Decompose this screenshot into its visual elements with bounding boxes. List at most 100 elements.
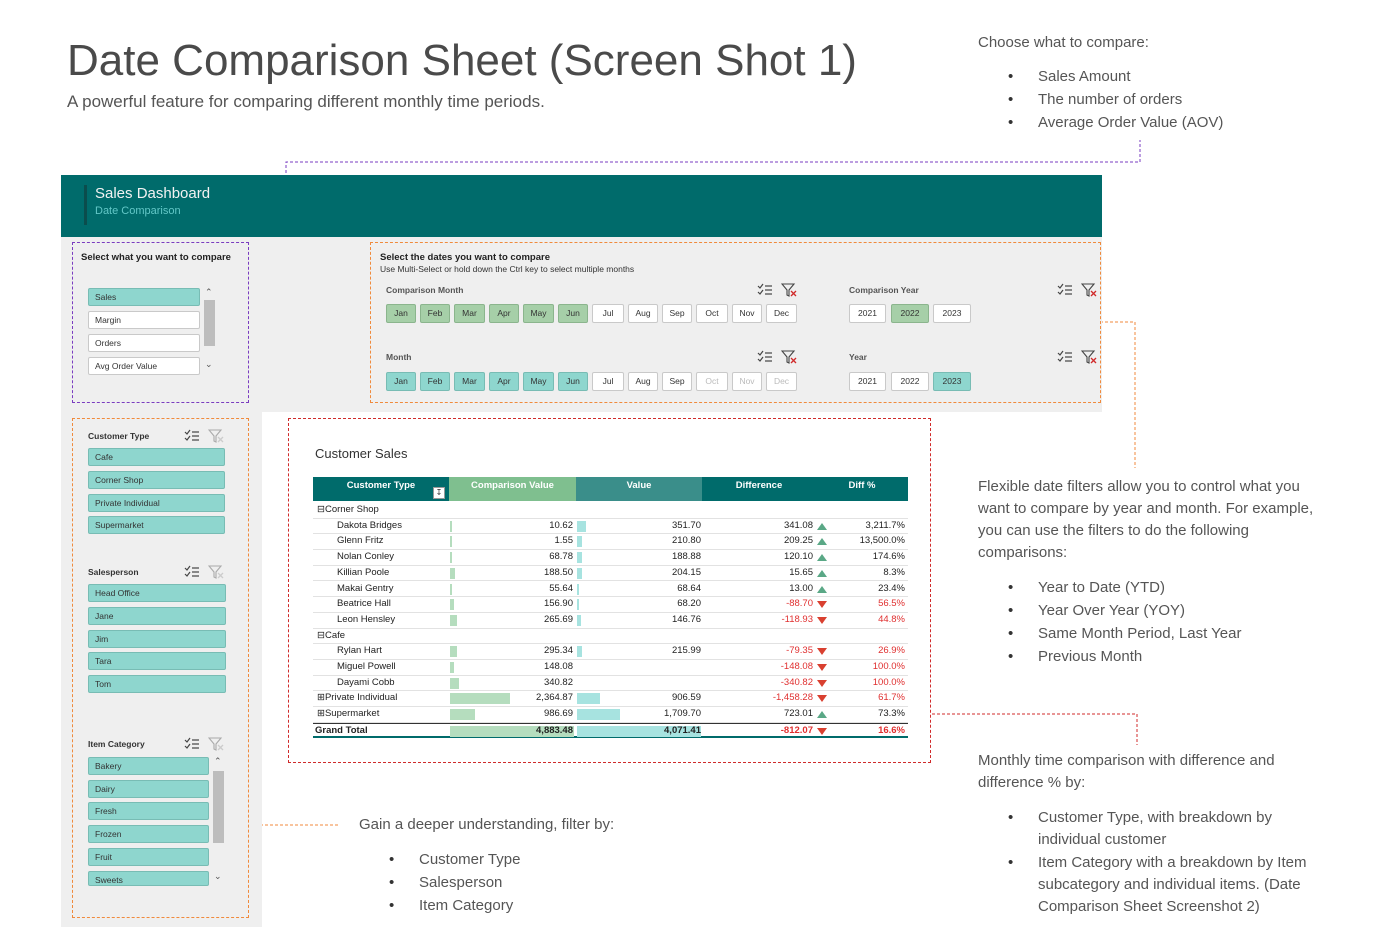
comparison-year-2022[interactable]: 2022: [891, 304, 929, 323]
customer-type-corner-shop[interactable]: Corner Shop: [88, 471, 225, 489]
customer-type-supermarket[interactable]: Supermarket: [88, 516, 225, 534]
item-category-sweets[interactable]: Sweets: [88, 871, 209, 886]
table-row[interactable]: ⊞Private Individual 2,364.87 906.59 -1,458.…: [313, 691, 908, 708]
multi-select-icon[interactable]: [1057, 283, 1073, 297]
item-category-dairy[interactable]: Dairy: [88, 780, 209, 798]
month-jan[interactable]: Jan: [386, 372, 416, 391]
row-label[interactable]: ⊞Private Individual: [317, 692, 398, 704]
month-sep[interactable]: Sep: [662, 372, 692, 391]
salesperson-head-office[interactable]: Head Office: [88, 584, 226, 602]
multi-select-icon[interactable]: [757, 283, 773, 297]
value-cell: 210.80: [671, 535, 701, 547]
month-aug[interactable]: Aug: [628, 372, 658, 391]
month-mar[interactable]: Mar: [454, 372, 485, 391]
comparison-month-apr[interactable]: Apr: [489, 304, 519, 323]
multi-select-icon[interactable]: [184, 429, 200, 443]
table-row[interactable]: Nolan Conley 68.78 188.88 120.10 174.6%: [313, 550, 908, 566]
table-row[interactable]: Rylan Hart 295.34 215.99 -79.35 26.9%: [313, 644, 908, 660]
month-dec[interactable]: Dec: [766, 372, 797, 391]
table-row[interactable]: Dayami Cobb 340.82 -340.82 100.0%: [313, 676, 908, 692]
customer-type-label: Customer Type: [88, 431, 150, 441]
year-2021[interactable]: 2021: [849, 372, 886, 391]
column-header[interactable]: Diff %: [848, 480, 876, 491]
comparison-month-mar[interactable]: Mar: [454, 304, 485, 323]
table-row[interactable]: ⊟Corner Shop: [313, 503, 908, 519]
clear-filter-icon[interactable]: [781, 350, 797, 364]
item-category-bakery[interactable]: Bakery: [88, 757, 209, 775]
month-oct[interactable]: Oct: [696, 372, 728, 391]
comparison-month-sep[interactable]: Sep: [662, 304, 692, 323]
month-apr[interactable]: Apr: [489, 372, 519, 391]
clear-filter-icon[interactable]: [208, 737, 224, 751]
column-header[interactable]: Customer Type: [346, 480, 416, 491]
comparison-month-oct[interactable]: Oct: [696, 304, 728, 323]
salesperson-tom[interactable]: Tom: [88, 675, 226, 693]
table-row[interactable]: Makai Gentry 55.64 68.64 13.00 23.4%: [313, 582, 908, 598]
month-jun[interactable]: Jun: [558, 372, 588, 391]
compare-option-margin[interactable]: Margin: [88, 311, 200, 329]
table-row[interactable]: Miguel Powell 148.08 -148.08 100.0%: [313, 660, 908, 676]
table-row[interactable]: Leon Hensley 265.69 146.76 -118.93 44.8%: [313, 613, 908, 629]
column-header[interactable]: Value: [576, 477, 702, 501]
comparison-month-jul[interactable]: Jul: [592, 304, 624, 323]
row-label[interactable]: ⊟Corner Shop: [317, 504, 379, 515]
comparison-month-dec[interactable]: Dec: [766, 304, 797, 323]
row-label[interactable]: ⊞Supermarket: [317, 708, 380, 720]
compare-option-aov[interactable]: Avg Order Value: [88, 357, 200, 375]
salesperson-tara[interactable]: Tara: [88, 652, 226, 670]
item-category-fruit[interactable]: Fruit: [88, 848, 209, 866]
month-nov[interactable]: Nov: [732, 372, 762, 391]
multi-select-icon[interactable]: [184, 737, 200, 751]
comparison-month-feb[interactable]: Feb: [420, 304, 450, 323]
customer-type-private-individual[interactable]: Private Individual: [88, 494, 225, 512]
comparison-month-nov[interactable]: Nov: [732, 304, 762, 323]
table-row[interactable]: ⊞Supermarket 986.69 1,709.70 723.01 73.3%: [313, 707, 908, 723]
clear-filter-icon[interactable]: [781, 283, 797, 297]
filter-dropdown-icon[interactable]: ↧: [433, 487, 445, 499]
table-row[interactable]: Glenn Fritz 1.55 210.80 209.25 13,500.0%: [313, 534, 908, 551]
multi-select-icon[interactable]: [1057, 350, 1073, 364]
row-label: Dayami Cobb: [337, 676, 395, 688]
item-category-scrollbar[interactable]: [213, 771, 224, 843]
scroll-down-icon[interactable]: ⌄: [214, 871, 222, 881]
column-header[interactable]: Comparison Value: [449, 477, 576, 501]
comparison-year-2023[interactable]: 2023: [933, 304, 971, 323]
compare-option-orders[interactable]: Orders: [88, 334, 200, 352]
salesperson-jim[interactable]: Jim: [88, 630, 226, 648]
comparison-month-aug[interactable]: Aug: [628, 304, 658, 323]
scroll-up-icon[interactable]: ⌃: [214, 756, 222, 766]
scroll-down-icon[interactable]: ⌄: [205, 359, 213, 369]
column-header[interactable]: Difference: [735, 480, 783, 491]
customer-type-cafe[interactable]: Cafe: [88, 448, 225, 466]
table-row[interactable]: ⊟Cafe: [313, 629, 908, 645]
clear-filter-icon[interactable]: [208, 429, 224, 443]
comparison-month-jan[interactable]: Jan: [386, 304, 416, 323]
table-row[interactable]: Beatrice Hall 156.90 68.20 -88.70 56.5%: [313, 597, 908, 613]
item-category-fresh[interactable]: Fresh: [88, 802, 209, 820]
month-jul[interactable]: Jul: [592, 372, 624, 391]
comparison-year-2021[interactable]: 2021: [849, 304, 886, 323]
comparison-month-jun[interactable]: Jun: [558, 304, 588, 323]
salesperson-jane[interactable]: Jane: [88, 607, 226, 625]
table-row[interactable]: Dakota Bridges 10.62 351.70 341.08 3,211.7%: [313, 519, 908, 535]
clear-filter-icon[interactable]: [1081, 283, 1097, 297]
row-label[interactable]: ⊟Cafe: [317, 629, 346, 641]
comparison-month-may[interactable]: May: [523, 304, 554, 323]
item-category-frozen[interactable]: Frozen: [88, 825, 209, 843]
comparison-value-cell: 340.82: [543, 676, 573, 688]
multi-select-icon[interactable]: [184, 565, 200, 579]
month-may[interactable]: May: [523, 372, 554, 391]
arrow-down-icon: [817, 601, 827, 609]
compare-option-sales[interactable]: Sales: [88, 288, 200, 306]
arrow-up-icon: [817, 711, 827, 719]
compare-scrollbar[interactable]: [204, 300, 215, 346]
diff-percent-cell: 73.3%: [878, 708, 905, 720]
year-2022[interactable]: 2022: [891, 372, 929, 391]
clear-filter-icon[interactable]: [1081, 350, 1097, 364]
month-feb[interactable]: Feb: [420, 372, 450, 391]
year-2023[interactable]: 2023: [933, 372, 971, 391]
table-row[interactable]: Killian Poole 188.50 204.15 15.65 8.3%: [313, 566, 908, 582]
scroll-up-icon[interactable]: ⌃: [205, 287, 213, 297]
clear-filter-icon[interactable]: [208, 565, 224, 579]
multi-select-icon[interactable]: [757, 350, 773, 364]
